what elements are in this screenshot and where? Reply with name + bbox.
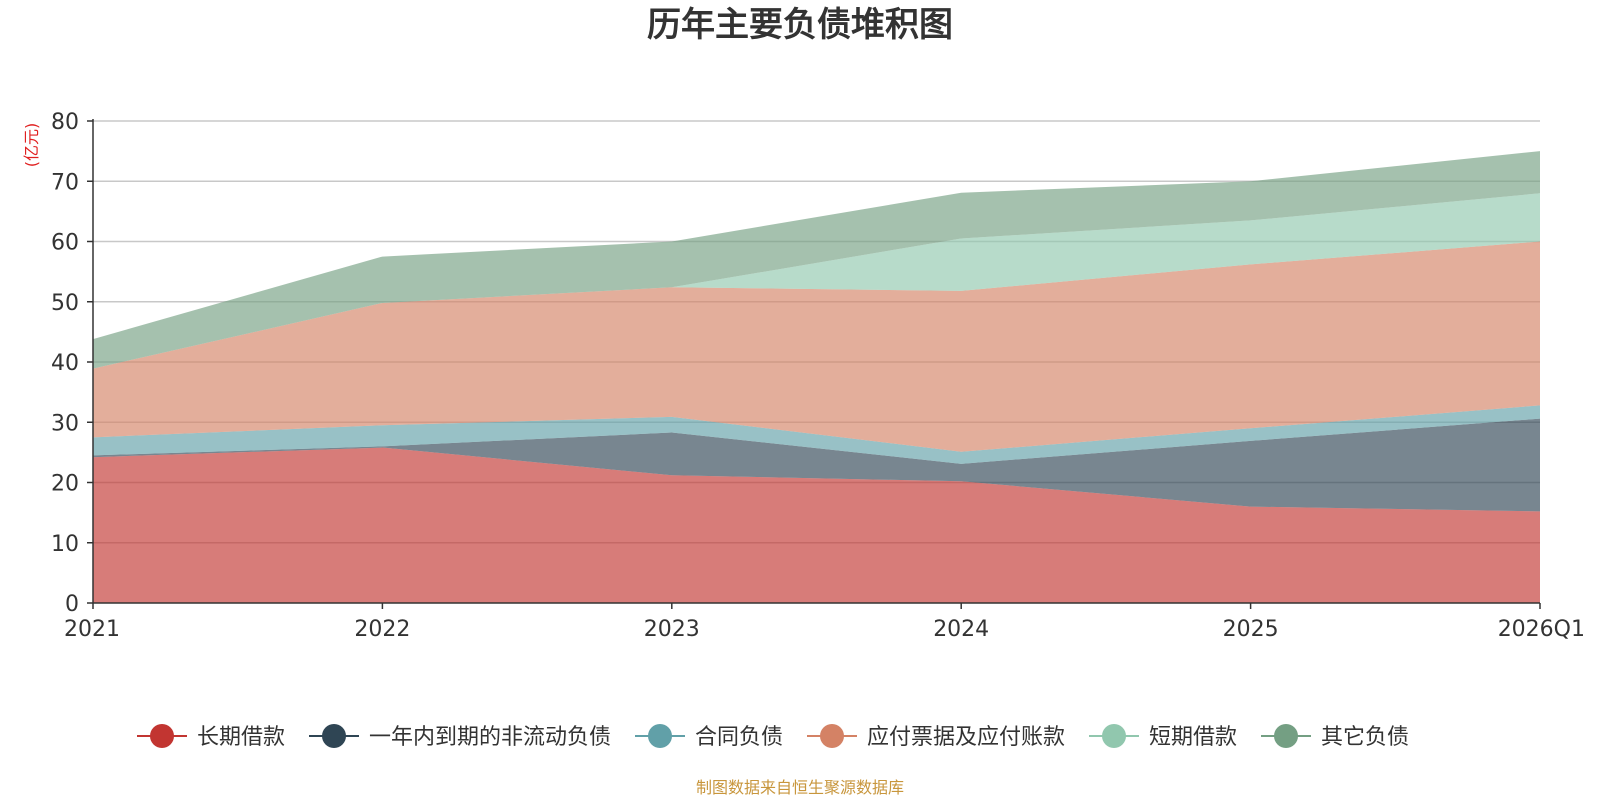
area-series [93, 151, 1540, 603]
area-series-5 [93, 193, 1540, 369]
x-tick-label: 2024 [933, 617, 989, 642]
legend-item-1[interactable]: 长期借款 [137, 724, 285, 750]
legend-marker [648, 724, 672, 748]
legend[interactable]: 长期借款 一年内到期的非流动负债 合同负债 应付票据及应付账款 短期借款 其它负债 [137, 724, 1409, 750]
area-series-3 [93, 405, 1540, 464]
area-series-2 [93, 418, 1540, 512]
chart-title: 历年主要负债堆积图 [647, 5, 953, 45]
x-tick-label: 2021 [64, 617, 120, 642]
legend-label: 一年内到期的非流动负债 [369, 725, 611, 750]
y-tick-label: 40 [51, 351, 79, 376]
legend-marker [1102, 724, 1126, 748]
y-tick-label: 80 [51, 110, 79, 135]
legend-label: 其它负债 [1321, 725, 1409, 750]
legend-marker [1274, 724, 1298, 748]
legend-label: 合同负债 [695, 725, 783, 750]
legend-label: 应付票据及应付账款 [867, 725, 1065, 750]
legend-item-3[interactable]: 合同负债 [635, 724, 783, 750]
y-tick-label: 20 [51, 472, 79, 497]
legend-marker [322, 724, 346, 748]
x-tick-label: 2023 [644, 617, 700, 642]
y-tick-label: 60 [51, 231, 79, 256]
legend-item-5[interactable]: 短期借款 [1089, 724, 1237, 750]
x-tick-label: 2022 [354, 617, 410, 642]
legend-marker [150, 724, 174, 748]
y-tick-label: 50 [51, 291, 79, 316]
area-series-6 [93, 151, 1540, 369]
y-tick-label: 30 [51, 411, 79, 436]
x-tick-label: 2025 [1223, 617, 1279, 642]
data-source-note: 制图数据来自恒生聚源数据库 [696, 778, 904, 797]
area-series-4 [93, 241, 1540, 452]
y-axis-unit: (亿元) [22, 123, 41, 168]
legend-item-6[interactable]: 其它负债 [1261, 724, 1409, 750]
legend-item-2[interactable]: 一年内到期的非流动负债 [309, 724, 611, 750]
area-series-1 [93, 447, 1540, 603]
x-tick-label: 2026Q1 [1498, 617, 1585, 642]
y-tick-label: 70 [51, 170, 79, 195]
axes: 0 10 20 30 40 50 60 70 80 2021 2022 2023 2024 2025 202… [51, 110, 1585, 642]
legend-label: 长期借款 [197, 725, 285, 750]
legend-item-4[interactable]: 应付票据及应付账款 [807, 724, 1065, 750]
legend-label: 短期借款 [1149, 725, 1237, 750]
y-tick-label: 0 [65, 592, 79, 617]
legend-marker [820, 724, 844, 748]
y-tick-label: 10 [51, 532, 79, 557]
